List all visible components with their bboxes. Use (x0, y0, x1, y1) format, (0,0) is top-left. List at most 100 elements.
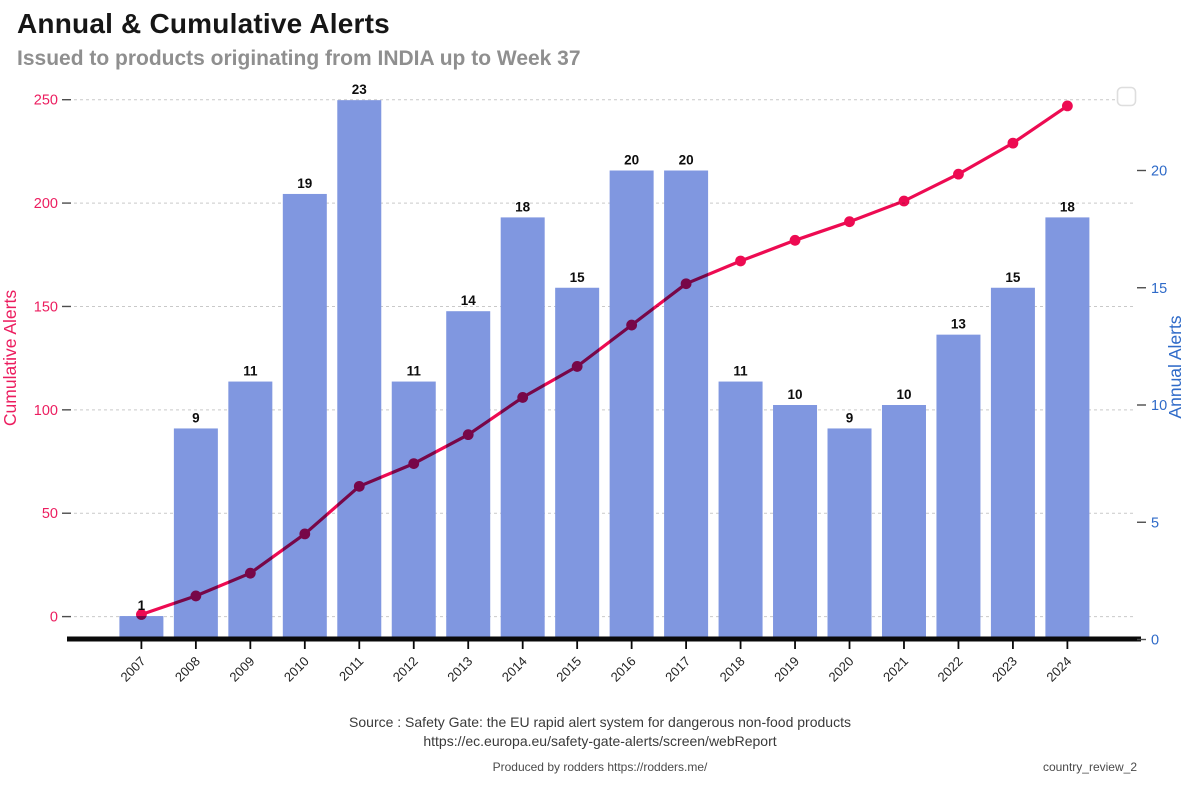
bar-value-label: 9 (846, 410, 854, 425)
annual-alerts-bar (609, 170, 654, 640)
x-tick-year-label: 2010 (281, 654, 312, 685)
annual-alerts-bar (228, 381, 273, 640)
x-tick-year-label: 2023 (989, 654, 1020, 685)
x-tick-year-label: 2016 (608, 654, 639, 685)
bar-value-label: 11 (407, 364, 422, 379)
bar-value-label: 10 (896, 387, 911, 402)
line-marker (517, 392, 529, 403)
source-text-line2: https://ec.europa.eu/safety-gate-alerts/… (423, 733, 777, 749)
x-tick-year-label: 2013 (444, 654, 475, 685)
x-tick-year-label: 2022 (935, 654, 966, 685)
produced-by-text: Produced by rodders https://rodders.me/ (492, 760, 708, 774)
cumulative-alerts-line-series (136, 100, 1073, 620)
line-marker (190, 590, 202, 602)
annual-alerts-bar (173, 428, 218, 640)
annual-alerts-bar (773, 405, 818, 640)
line-marker (353, 480, 365, 492)
y-axis-ticks: 0 50 100 150 200 250 0 5 10 15 20 (34, 93, 1167, 649)
line-marker (408, 458, 420, 469)
line-marker (1061, 100, 1073, 112)
bar-value-label: 11 (243, 364, 258, 379)
line-marker (844, 216, 855, 228)
legend-box (1116, 86, 1137, 107)
line-marker (244, 567, 256, 579)
left-tick-label: 200 (34, 196, 58, 212)
bar-value-label: 15 (1005, 270, 1021, 285)
x-tick-year-label: 2012 (390, 654, 421, 685)
x-axis-line (67, 636, 1141, 642)
line-marker (1007, 137, 1019, 149)
x-tick-year-label: 2019 (771, 654, 802, 685)
annual-alerts-bar (881, 405, 926, 640)
line-marker (626, 319, 638, 331)
x-tick-year-label: 2007 (117, 654, 148, 685)
bar-value-label: 9 (192, 410, 200, 425)
bar-value-label: 18 (515, 199, 531, 214)
annual-alerts-bar (119, 616, 164, 640)
x-tick-year-label: 2018 (717, 654, 748, 685)
x-axis-ticks (140, 641, 1069, 649)
page-subtitle: Issued to products originating from INDI… (17, 47, 581, 70)
right-tick-label: 5 (1151, 515, 1159, 531)
line-marker (953, 168, 964, 180)
bar-value-label: 14 (461, 293, 477, 308)
left-axis-title: Cumulative Alerts (0, 290, 20, 426)
left-tick-label: 250 (34, 93, 58, 109)
bar-value-label: 20 (624, 153, 639, 168)
left-tick-label: 0 (50, 610, 58, 626)
x-tick-year-label: 2021 (880, 654, 911, 685)
bar-value-label: 19 (297, 176, 312, 191)
annual-alerts-bar (990, 287, 1035, 640)
annual-alerts-bar (664, 170, 709, 640)
bar-value-label: 23 (352, 82, 368, 97)
x-tick-year-label: 2011 (336, 654, 366, 684)
line-marker (680, 278, 692, 290)
left-tick-label: 100 (34, 403, 58, 419)
annual-alerts-bar (282, 193, 327, 640)
document-reference: country_review_2 (1042, 760, 1137, 774)
line-marker (571, 361, 583, 372)
annual-alerts-bar (936, 334, 981, 640)
bar-value-label: 20 (679, 153, 694, 168)
bar-value-label: 13 (951, 317, 967, 332)
annual-alerts-bar (555, 287, 600, 640)
annual-alerts-bar (1045, 217, 1090, 640)
cumulative-alerts-line (140, 104, 1069, 617)
right-tick-label: 0 (1151, 633, 1159, 649)
line-marker (735, 255, 746, 267)
right-tick-label: 20 (1151, 164, 1167, 180)
bar-value-label: 18 (1060, 199, 1076, 214)
line-marker (898, 195, 910, 207)
annual-alerts-bar (446, 311, 491, 640)
x-tick-year-label: 2024 (1043, 654, 1074, 685)
left-tick-label: 150 (34, 299, 58, 315)
annual-alerts-bar (500, 217, 545, 640)
x-tick-year-label: 2009 (226, 654, 257, 685)
bar-value-label: 10 (788, 387, 803, 402)
line-marker (136, 609, 147, 620)
page-title: Annual & Cumulative Alerts (17, 8, 390, 39)
left-tick-label: 50 (42, 506, 58, 522)
annual-alerts-bar (718, 381, 763, 640)
annual-alerts-bars (119, 100, 1090, 640)
annual-alerts-bar (827, 428, 872, 640)
x-tick-year-label: 2014 (499, 654, 530, 685)
source-text-line1: Source : Safety Gate: the EU rapid alert… (349, 714, 851, 730)
x-tick-year-label: 2017 (662, 654, 693, 685)
x-tick-year-label: 2020 (826, 654, 857, 685)
right-tick-label: 15 (1151, 281, 1167, 297)
x-axis-year-labels: 2007 2008 2009 2010 2011 2012 2013 2014 2015 2016… (117, 654, 1074, 685)
bar-value-label: 15 (570, 270, 586, 285)
right-tick-label: 10 (1151, 398, 1167, 414)
annual-alerts-bar (391, 381, 436, 640)
bar-value-label: 11 (733, 364, 748, 379)
x-tick-year-label: 2008 (172, 654, 203, 685)
bar-value-label: 1 (138, 598, 146, 613)
annual-alerts-bar (337, 100, 382, 640)
right-axis-title: Annual Alerts (1165, 315, 1185, 418)
line-marker (462, 429, 474, 441)
x-tick-year-label: 2015 (553, 654, 584, 685)
line-marker (789, 234, 801, 246)
